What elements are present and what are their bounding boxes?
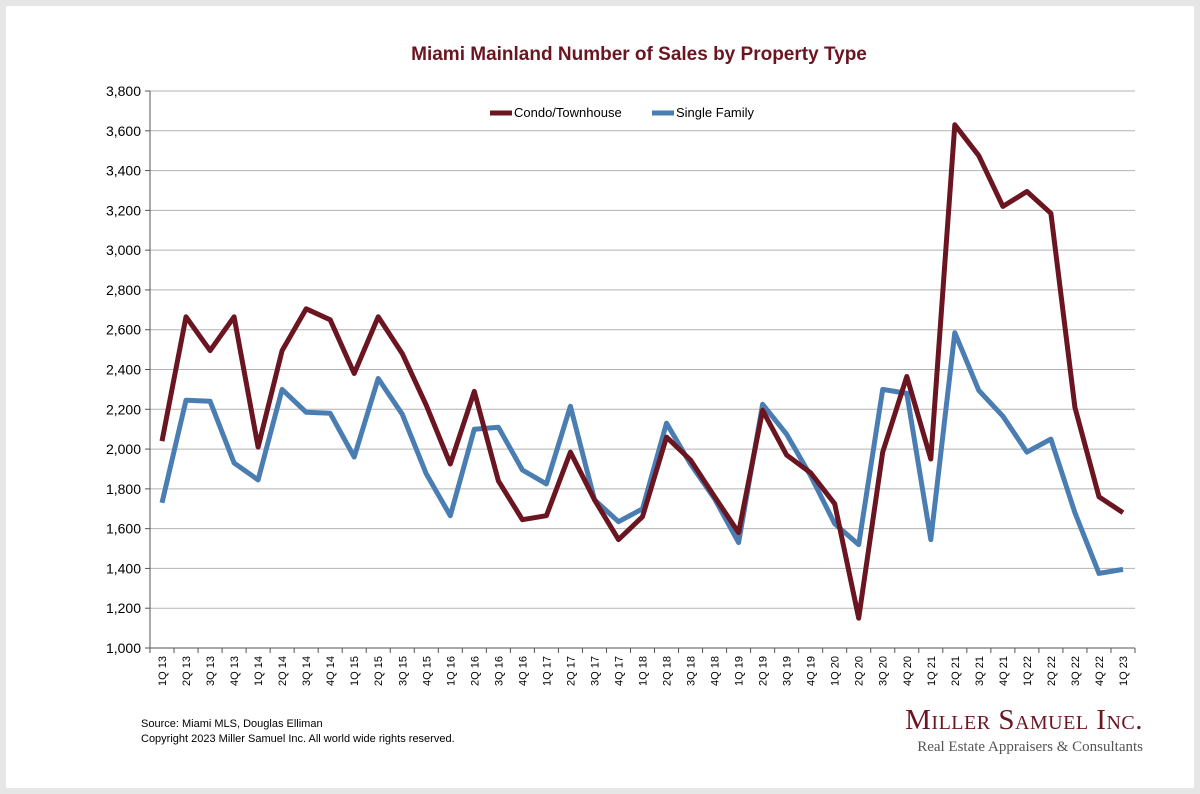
x-tick-label: 2Q 17 xyxy=(565,656,577,686)
x-tick-label: 3Q 18 xyxy=(686,656,698,686)
copyright-text: Copyright 2023 Miller Samuel Inc. All wo… xyxy=(141,733,455,745)
x-tick-label: 1Q 20 xyxy=(830,656,842,686)
x-tick-label: 2Q 20 xyxy=(854,656,866,686)
x-tick-label: 1Q 19 xyxy=(734,656,746,686)
x-tick-label: 3Q 14 xyxy=(301,656,313,686)
x-tick-label: 3Q 15 xyxy=(397,656,409,686)
x-tick-label: 2Q 13 xyxy=(181,656,193,686)
y-tick-label: 3,200 xyxy=(106,202,141,218)
x-tick-label: 2Q 14 xyxy=(277,656,289,686)
x-tick-label: 1Q 16 xyxy=(445,656,457,686)
x-tick-label: 3Q 20 xyxy=(878,656,890,686)
y-tick-label: 2,600 xyxy=(106,322,141,338)
x-tick-label: 4Q 14 xyxy=(325,656,337,686)
y-tick-label: 2,000 xyxy=(106,441,141,457)
source-text: Source: Miami MLS, Douglas Elliman xyxy=(141,718,323,730)
x-tick-label: 1Q 15 xyxy=(349,656,361,686)
x-tick-label: 2Q 22 xyxy=(1046,656,1058,686)
series-line-single-family xyxy=(159,330,1124,576)
chart-title: Miami Mainland Number of Sales by Proper… xyxy=(411,44,867,65)
y-tick-label: 1,800 xyxy=(106,481,141,497)
legend-label-single-family: Single Family xyxy=(676,105,755,120)
x-tick-label: 3Q 21 xyxy=(974,656,986,686)
x-tick-label: 2Q 15 xyxy=(373,656,385,686)
x-tick-label: 4Q 15 xyxy=(421,656,433,686)
x-tick-label: 1Q 18 xyxy=(638,656,650,686)
y-tick-label: 2,400 xyxy=(106,362,141,378)
x-tick-label: 1Q 22 xyxy=(1022,656,1034,686)
x-tick-label: 4Q 18 xyxy=(710,656,722,686)
x-tick-label: 1Q 14 xyxy=(253,656,265,686)
x-tick-label: 4Q 17 xyxy=(613,656,625,686)
y-tick-label: 2,200 xyxy=(106,401,141,417)
chart-card xyxy=(6,6,1194,788)
x-tick-label: 1Q 21 xyxy=(926,656,938,686)
y-tick-label: 1,200 xyxy=(106,600,141,616)
y-tick-label: 1,000 xyxy=(106,640,141,656)
y-tick-label: 1,600 xyxy=(106,521,141,537)
source-note: Source: Miami MLS, Douglas Elliman Copyr… xyxy=(141,717,455,747)
x-tick-label: 2Q 16 xyxy=(469,656,481,686)
x-tick-label: 4Q 22 xyxy=(1094,656,1106,686)
x-tick-label: 3Q 17 xyxy=(589,656,601,686)
x-tick-label: 3Q 19 xyxy=(782,656,794,686)
brand-tagline: Real Estate Appraisers & Consultants xyxy=(917,739,1143,755)
y-tick-label: 3,400 xyxy=(106,163,141,179)
y-tick-label: 3,600 xyxy=(106,123,141,139)
x-tick-label: 1Q 13 xyxy=(157,656,169,686)
y-tick-label: 1,400 xyxy=(106,560,141,576)
x-tick-label: 3Q 16 xyxy=(493,656,505,686)
x-tick-label: 3Q 22 xyxy=(1070,656,1082,686)
brand-name: Miller Samuel Inc. xyxy=(905,704,1143,736)
x-tick-label: 1Q 17 xyxy=(541,656,553,686)
y-tick-label: 2,800 xyxy=(106,282,141,298)
x-tick-label: 4Q 16 xyxy=(517,656,529,686)
x-tick-label: 2Q 18 xyxy=(662,656,674,686)
brand-logo: Miller Samuel Inc. Real Estate Appraiser… xyxy=(905,704,1143,758)
x-tick-label: 2Q 21 xyxy=(950,656,962,686)
x-tick-label: 2Q 19 xyxy=(758,656,770,686)
x-tick-label: 4Q 19 xyxy=(806,656,818,686)
series-line-condo-townhouse xyxy=(159,122,1125,621)
legend-label-condo: Condo/Townhouse xyxy=(514,105,622,120)
x-tick-label: 4Q 13 xyxy=(229,656,241,686)
y-tick-label: 3,800 xyxy=(106,83,141,99)
x-tick-label: 3Q 13 xyxy=(205,656,217,686)
x-tick-label: 4Q 20 xyxy=(902,656,914,686)
y-tick-label: 3,000 xyxy=(106,242,141,258)
x-tick-label: 4Q 21 xyxy=(998,656,1010,686)
x-tick-label: 1Q 23 xyxy=(1118,656,1130,686)
